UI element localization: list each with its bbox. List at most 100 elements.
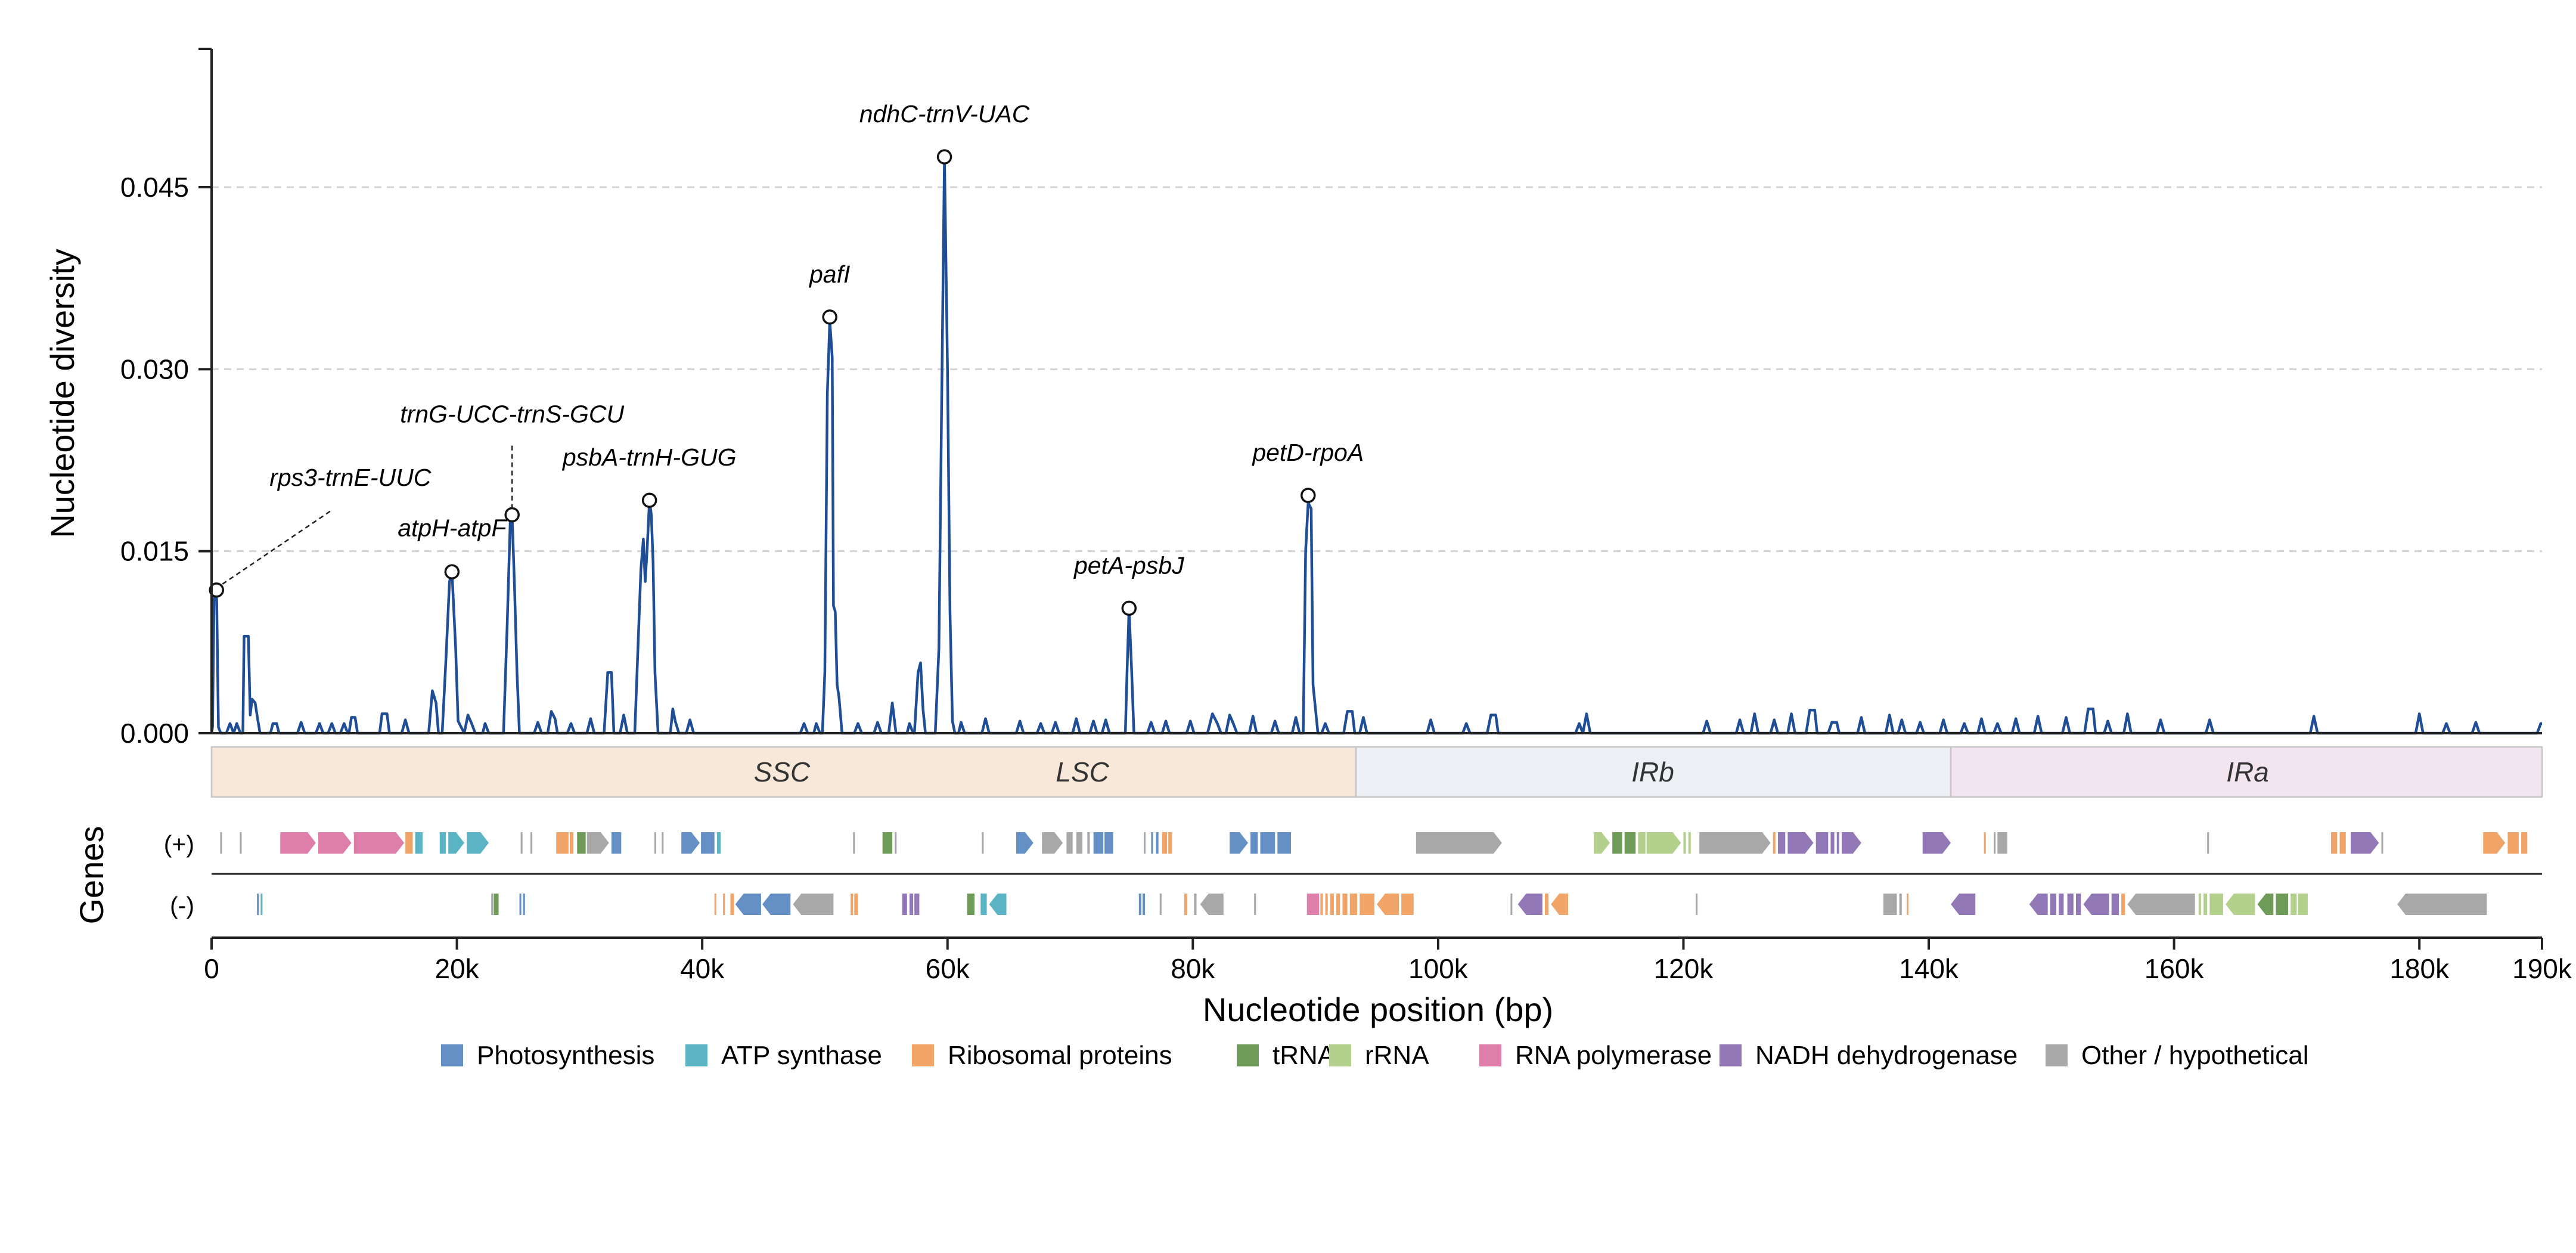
gene-tracks xyxy=(212,832,2542,915)
x-tick-label: 140k xyxy=(1899,953,1959,984)
peak-label: pafI xyxy=(808,260,850,288)
genome-regions: SSC LSC IRb IRa xyxy=(210,746,2543,798)
x-tick-label: 20k xyxy=(434,953,479,984)
legend-label: NADH dehydrogenase xyxy=(1755,1041,2018,1070)
gene-minus-strand xyxy=(914,894,920,915)
peak-marker xyxy=(641,492,657,508)
legend: Photosynthesis ATP synthase Ribosomal prot… xyxy=(441,1041,2309,1070)
gene-plus-strand xyxy=(1076,832,1083,854)
gene-minus-strand xyxy=(1336,894,1340,915)
y-tick-label: 0.045 xyxy=(120,172,189,203)
gene-plus-strand xyxy=(1104,832,1113,854)
legend-label: rRNA xyxy=(1365,1041,1429,1070)
gene-minus-strand xyxy=(1159,894,1162,915)
gene-plus-strand xyxy=(353,832,405,854)
peak-label: atpH-atpF xyxy=(398,514,507,541)
axes: 0.000 0.015 0.030 0.045 xyxy=(120,48,2542,749)
gene-minus-strand xyxy=(909,894,914,915)
gene-plus-strand xyxy=(1230,832,1248,854)
region-label: LSC xyxy=(1056,756,1109,787)
legend-label: ATP synthase xyxy=(721,1041,882,1070)
gene-minus-strand xyxy=(1544,894,1549,915)
gene-minus-strand xyxy=(260,894,263,915)
gene-minus-strand xyxy=(1360,894,1374,915)
peak-marker xyxy=(1121,600,1137,616)
gene-minus-strand xyxy=(730,894,734,915)
peak-marker xyxy=(1301,488,1316,503)
gene-plus-strand xyxy=(1162,832,1168,854)
region-band xyxy=(1950,746,2543,798)
legend-swatch xyxy=(1329,1044,1351,1066)
legend-swatch xyxy=(1720,1044,1742,1066)
gene-plus-strand xyxy=(1168,832,1172,854)
gene-minus-strand xyxy=(519,894,522,915)
gene-plus-strand xyxy=(240,832,242,854)
genes-track-title: Genes xyxy=(73,826,110,925)
gene-plus-strand xyxy=(1042,832,1063,854)
gene-minus-strand xyxy=(854,894,858,915)
diversity-line-series-0 xyxy=(210,155,2543,735)
gene-plus-strand xyxy=(1699,832,1771,854)
gene-plus-strand xyxy=(586,832,609,854)
gene-plus-strand xyxy=(569,832,574,854)
y-tick-label: 0.030 xyxy=(120,353,189,384)
gene-plus-strand xyxy=(662,832,664,854)
gene-minus-strand xyxy=(2076,894,2081,915)
strand-minus-label: (-) xyxy=(170,892,194,919)
gene-plus-strand xyxy=(318,832,352,854)
gene-plus-strand xyxy=(701,832,715,854)
gene-plus-strand xyxy=(1836,832,1839,854)
gene-minus-strand xyxy=(523,894,525,915)
gene-plus-strand xyxy=(2339,832,2346,854)
gene-minus-strand xyxy=(1306,894,1320,915)
gene-minus-strand xyxy=(2291,894,2297,915)
x-axis-title: Nucleotide position (bp) xyxy=(1203,991,1553,1028)
gene-plus-strand xyxy=(716,832,721,854)
legend-swatch xyxy=(685,1044,707,1066)
gene-plus-strand xyxy=(415,832,423,854)
gene-plus-strand xyxy=(1815,832,1829,854)
gene-minus-strand xyxy=(1510,894,1513,915)
gene-plus-strand xyxy=(882,832,893,854)
gene-minus-strand xyxy=(494,894,499,915)
y-tick-label: 0.015 xyxy=(120,536,189,567)
gene-minus-strand xyxy=(257,894,259,915)
gene-minus-strand xyxy=(2397,894,2487,915)
gene-minus-strand xyxy=(1254,894,1256,915)
peak-leader-line xyxy=(222,508,333,585)
gene-plus-strand xyxy=(853,832,855,854)
gene-minus-strand xyxy=(2257,894,2274,915)
gene-minus-strand xyxy=(1899,894,1902,915)
gene-plus-strand xyxy=(1144,832,1146,854)
legend-swatch xyxy=(2046,1044,2068,1066)
gene-plus-strand xyxy=(1087,832,1090,854)
legend-label: Ribosomal proteins xyxy=(948,1041,1172,1070)
peak-marker xyxy=(822,309,837,325)
gene-plus-strand xyxy=(1688,832,1691,854)
x-tick-label: 40k xyxy=(680,953,725,984)
legend-swatch xyxy=(912,1044,934,1066)
gene-minus-strand xyxy=(762,894,791,915)
gene-plus-strand xyxy=(982,832,984,854)
gene-minus-strand xyxy=(1951,894,1976,915)
gene-minus-strand xyxy=(1907,894,1909,915)
peak-label: petD-rpoA xyxy=(1251,439,1364,466)
gene-plus-strand xyxy=(1277,832,1291,854)
gene-plus-strand xyxy=(1984,832,1986,854)
gene-minus-strand xyxy=(1320,894,1323,915)
legend-label: tRNA xyxy=(1273,1041,1336,1070)
gene-plus-strand xyxy=(2483,832,2506,854)
gene-plus-strand xyxy=(1830,832,1835,854)
x-tick-label: 60k xyxy=(926,953,970,984)
gene-plus-strand xyxy=(1922,832,1951,854)
peak-label: petA-psbJ xyxy=(1073,551,1184,579)
legend-label: Other / hypothetical xyxy=(2081,1041,2309,1070)
gene-plus-strand xyxy=(1777,832,1786,854)
region-label: IRb xyxy=(1631,756,1674,787)
gene-minus-strand xyxy=(980,894,987,915)
gene-plus-strand xyxy=(2507,832,2519,854)
gene-plus-strand xyxy=(1638,832,1646,854)
gene-plus-strand xyxy=(439,832,446,854)
gene-minus-strand xyxy=(1377,894,1399,915)
